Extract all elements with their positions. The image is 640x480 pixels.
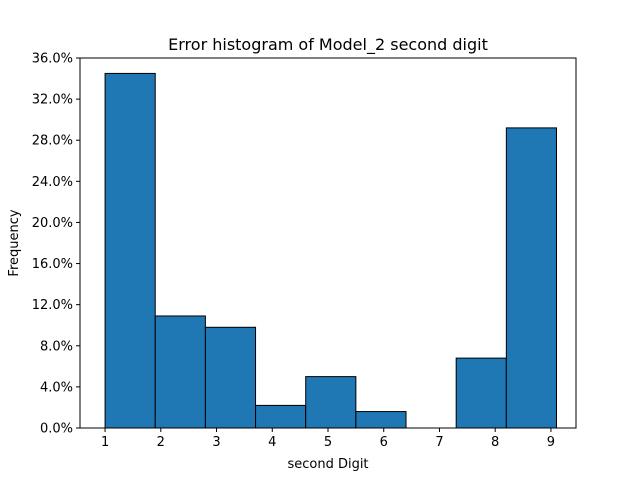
- y-tick-label: 16.0%: [32, 257, 73, 272]
- y-axis-label: Frequency: [7, 209, 22, 276]
- histogram-bar: [355, 411, 407, 429]
- histogram-bar: [505, 127, 557, 429]
- histogram-bar: [104, 72, 156, 429]
- y-tick-label: 20.0%: [32, 216, 73, 231]
- x-tick-label: 3: [212, 435, 220, 450]
- x-tick-label: 7: [435, 435, 443, 450]
- plot-frame: [79, 57, 577, 429]
- histogram-bar: [204, 326, 257, 429]
- y-tick-label: 8.0%: [40, 339, 73, 354]
- histogram-bar: [154, 315, 206, 429]
- y-axis-ticks: 0.0% 4.0% 8.0% 12.0% 16.0% 20.0% 24.0% 28.0% 32.…: [32, 52, 80, 437]
- y-tick-label: 32.0%: [32, 93, 73, 108]
- x-tick-label: 2: [157, 435, 165, 450]
- y-tick-label: 28.0%: [32, 134, 73, 149]
- bars-group: [104, 72, 557, 429]
- chart-title: Error histogram of Model_2 second digit: [168, 35, 488, 55]
- y-tick-label: 0.0%: [40, 422, 73, 437]
- x-tick-label: 5: [324, 435, 332, 450]
- histogram-bar: [305, 376, 357, 429]
- x-axis-label: second Digit: [287, 457, 368, 472]
- x-tick-label: 4: [268, 435, 276, 450]
- y-tick-label: 12.0%: [32, 298, 73, 313]
- x-tick-label: 8: [491, 435, 499, 450]
- y-tick-label: 24.0%: [32, 175, 73, 190]
- x-tick-label: 6: [380, 435, 388, 450]
- y-tick-label: 36.0%: [32, 52, 73, 67]
- x-tick-label: 1: [101, 435, 109, 450]
- y-tick-label: 4.0%: [40, 380, 73, 395]
- histogram-bar: [255, 404, 307, 429]
- x-tick-label: 9: [547, 435, 555, 450]
- x-axis-ticks: 1 2 3 4 5 6 7 8 9: [101, 428, 555, 450]
- histogram-bar: [455, 357, 507, 429]
